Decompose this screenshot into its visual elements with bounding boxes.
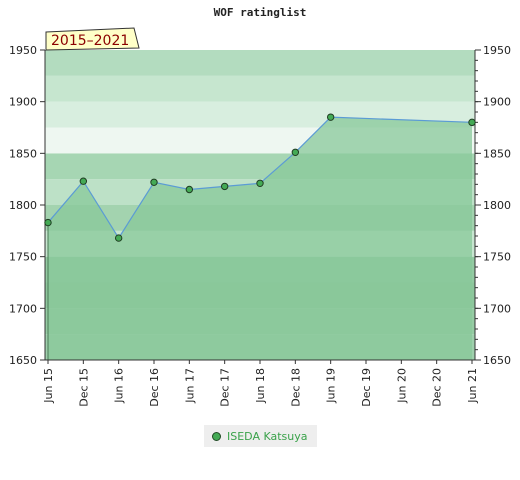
y-tick-label-right: 1750 [483, 251, 511, 264]
data-point [44, 218, 52, 227]
data-point [114, 234, 123, 242]
y-tick-label-left: 1700 [9, 302, 37, 315]
axes: 1650 1650 1700 1700 1750 1750 1800 1800 1850 1850… [9, 44, 511, 407]
y-tick-label-left: 1800 [9, 199, 37, 212]
y-tick-label-right: 1650 [483, 354, 511, 367]
y-tick-label-right: 1800 [483, 199, 511, 212]
x-tick-label: Dec 19 [360, 368, 373, 407]
data-point [220, 182, 229, 191]
x-tick-label: Jun 21 [466, 368, 479, 404]
data-point [291, 148, 300, 157]
bg-band [45, 75, 475, 102]
legend: ISEDA Katsuya [204, 425, 317, 447]
area-layer [47, 116, 473, 361]
x-tick-label: Jun 15 [42, 368, 55, 404]
legend-marker-icon [212, 431, 221, 441]
y-tick-label-left: 1950 [9, 44, 37, 57]
x-tick-label: Dec 16 [148, 368, 161, 407]
y-tick-label-right: 1700 [483, 302, 511, 315]
period-badge-label: 2015–2021 [51, 33, 129, 49]
series-line [47, 116, 473, 240]
y-tick-label-right: 1850 [483, 147, 511, 160]
x-tick-label: Dec 20 [431, 368, 444, 407]
bg-band [45, 50, 475, 76]
x-tick-label: Dec 18 [289, 368, 302, 407]
x-tick-label: Jun 17 [183, 368, 196, 404]
x-tick-label: Jun 18 [254, 368, 267, 404]
y-tick-label-left: 1900 [9, 96, 37, 109]
markers [44, 113, 476, 242]
y-tick-label-left: 1650 [9, 354, 37, 367]
x-tick-label: Dec 17 [219, 368, 232, 407]
data-point [326, 113, 335, 121]
y-tick-label-left: 1850 [9, 147, 37, 160]
x-tick-label: Dec 15 [77, 368, 90, 407]
y-tick-label-right: 1950 [483, 44, 511, 57]
x-tick-label: Jun 19 [325, 368, 338, 404]
data-point [256, 179, 264, 188]
x-tick-label: Jun 16 [113, 368, 126, 404]
data-point [150, 178, 158, 186]
x-tick-label: Jun 20 [395, 368, 408, 404]
y-tick-label-left: 1750 [9, 251, 37, 264]
y-tick-label-right: 1900 [483, 96, 511, 109]
period-badge: 2015–2021 [45, 27, 140, 51]
series-area [48, 117, 472, 361]
period-badge-shape [45, 27, 140, 51]
chart-title: WOF ratinglist [213, 6, 307, 19]
data-point [468, 118, 476, 127]
data-point [79, 177, 88, 185]
data-point [185, 185, 194, 194]
legend-label: ISEDA Katsuya [227, 429, 308, 443]
